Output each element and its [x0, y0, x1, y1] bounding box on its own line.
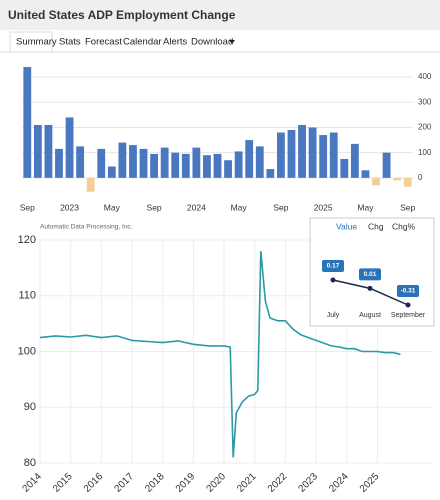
tab[interactable]: Download — [191, 37, 233, 48]
bar — [44, 124, 53, 178]
y-tick-label: 400 — [418, 72, 432, 81]
bar — [234, 151, 243, 178]
bar — [97, 148, 106, 178]
bar — [150, 153, 159, 178]
bar — [245, 140, 254, 178]
x-tick-label: 2014 — [20, 471, 44, 495]
x-tick-label: 2023 — [60, 202, 79, 212]
x-tick-label: 2023 — [297, 471, 321, 495]
bar — [139, 148, 148, 178]
x-tick-label: 2025 — [314, 202, 333, 212]
bar — [382, 152, 391, 178]
y-tick-label: 80 — [24, 457, 36, 469]
bar — [160, 147, 169, 178]
y-tick-label: 300 — [418, 97, 432, 106]
data-line — [39, 251, 401, 458]
y-tick-label: 120 — [18, 234, 36, 246]
bar — [393, 177, 402, 181]
bar — [340, 158, 349, 178]
bar — [308, 127, 317, 178]
inset-x-label: September — [391, 312, 426, 319]
x-tick-label: 2025 — [358, 471, 382, 495]
x-tick-label: Sep — [400, 202, 415, 212]
bar — [107, 166, 116, 178]
bar — [129, 145, 137, 178]
x-tick-label: 2017 — [112, 471, 136, 495]
y-tick-label: 100 — [18, 345, 36, 357]
bar — [372, 177, 380, 186]
x-tick-label: 2024 — [327, 471, 351, 495]
bar — [55, 148, 63, 178]
inset-x-label: July — [327, 312, 340, 319]
source-note: Automatic Data Processing, Inc. — [40, 224, 133, 231]
x-tick-label: 2022 — [266, 471, 290, 495]
header-bar — [0, 0, 440, 30]
inset-point — [367, 285, 373, 291]
value-label: -0.31 — [401, 288, 416, 295]
y-tick-label: 0 — [418, 173, 423, 182]
y-tick-label: 90 — [24, 401, 36, 413]
bar — [287, 130, 296, 178]
value-label: 0.17 — [327, 263, 340, 270]
x-tick-label: 2015 — [51, 471, 75, 495]
x-tick-label: Sep — [20, 202, 35, 212]
bar — [203, 155, 211, 178]
inset-tab[interactable]: Chg% — [392, 221, 416, 231]
bar — [33, 124, 42, 178]
tab[interactable]: Calendar — [123, 37, 162, 48]
bar — [361, 170, 370, 178]
dropdown-caret — [229, 40, 235, 44]
y-tick-label: 110 — [18, 290, 36, 302]
tab[interactable]: Alerts — [163, 37, 188, 48]
x-tick-label: 2019 — [174, 471, 198, 495]
x-tick-label: May — [104, 202, 121, 212]
bar — [266, 169, 275, 178]
bar — [319, 135, 328, 178]
x-tick-label: 2024 — [187, 202, 206, 212]
value-label-bg — [397, 285, 419, 297]
x-tick-label: 2016 — [82, 471, 106, 495]
page-title: United States ADP Employment Change — [8, 8, 236, 22]
bar — [213, 153, 222, 178]
x-tick-label: May — [231, 202, 248, 212]
inset-point — [405, 302, 411, 308]
inset-tab[interactable]: Chg — [368, 221, 384, 231]
bar — [276, 132, 285, 178]
tab[interactable]: Stats — [59, 37, 81, 48]
x-tick-label: Sep — [147, 202, 162, 212]
x-tick-label: 2018 — [143, 471, 167, 495]
bar — [65, 117, 74, 178]
inset-tab[interactable]: Value — [336, 221, 357, 231]
bar — [171, 152, 180, 178]
bar — [181, 153, 190, 178]
bar — [329, 132, 338, 178]
value-label: 0.01 — [364, 271, 377, 278]
y-tick-label: 100 — [418, 148, 432, 157]
inset-point — [330, 277, 336, 283]
value-label-bg — [322, 260, 344, 272]
bar — [86, 177, 95, 192]
y-tick-label: 200 — [418, 123, 432, 132]
value-label-bg — [359, 268, 381, 281]
inset-x-label: August — [359, 312, 381, 319]
x-tick-label: May — [357, 202, 374, 212]
bar — [298, 124, 306, 178]
bar — [23, 67, 32, 178]
bar — [118, 142, 127, 178]
bar — [255, 146, 264, 178]
bar — [403, 177, 412, 187]
x-tick-label: Sep — [273, 202, 288, 212]
tab[interactable]: Forecast — [85, 37, 122, 48]
bar — [192, 147, 201, 178]
bar — [76, 146, 85, 178]
bar — [350, 143, 359, 178]
bar — [224, 160, 232, 178]
x-tick-label: 2021 — [235, 471, 259, 495]
x-tick-label: 2020 — [205, 471, 229, 495]
tab[interactable]: Summary — [16, 37, 57, 48]
